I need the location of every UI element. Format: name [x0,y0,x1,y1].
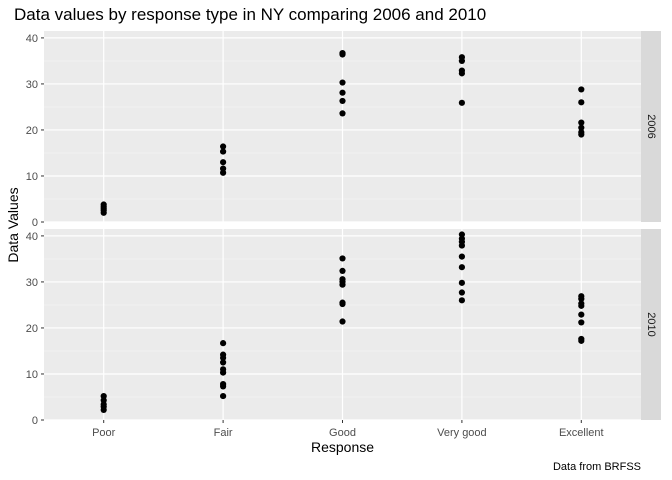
data-point-2010-very-good [458,231,465,238]
data-point-2010-very-good [458,279,465,286]
data-point-2010-good [339,276,346,283]
data-point-2010-very-good [458,297,465,304]
x-tick-label-good: Good [329,427,356,439]
data-point-2010-excellent [578,300,585,307]
y-tick-label: 40 [26,231,38,243]
y-tick-label: 0 [32,217,38,229]
data-point-2010-good [339,318,346,325]
data-point-2010-excellent [578,293,585,300]
data-point-2010-poor [100,392,107,400]
y-tick-label: 20 [26,323,38,335]
data-point-2010-very-good [458,289,465,296]
data-point-2006-good [339,89,346,96]
panels: 0 10 20 30 40 2006 0 10 20 30 40 2010 Poor Fair Good Ve… [26,31,661,439]
data-point-2010-fair [220,366,227,373]
facet-strip-label-2010: 2010 [645,312,657,336]
y-tick-label: 20 [26,125,38,137]
facet-strip-label-2006: 2006 [645,114,657,138]
facet-strip-2010 [641,229,661,420]
data-point-2006-excellent [578,129,585,136]
x-tick-label-poor: Poor [92,427,116,439]
y-tick-label: 10 [26,369,38,381]
data-point-2006-good [339,97,346,105]
y-tick-label: 30 [26,79,38,91]
data-point-2006-fair [220,148,227,155]
data-point-2010-fair [220,381,227,388]
facet-strip-2006 [641,31,661,222]
data-point-2006-poor [100,201,107,208]
data-point-2006-very-good [458,54,465,61]
data-point-2010-very-good [458,253,465,260]
y-axis-title: Data Values [5,187,21,262]
x-tick-label-very-good: Very good [437,427,487,439]
data-point-2010-excellent [578,335,585,343]
data-point-2010-fair [220,340,227,347]
data-point-2010-very-good [458,264,465,271]
data-point-2010-fair [220,351,227,358]
data-point-2010-fair [220,359,227,366]
data-point-2006-excellent [578,124,585,131]
data-point-2006-excellent [578,99,585,106]
data-point-2006-good [339,110,346,117]
y-tick-label: 0 [32,415,38,427]
data-point-2010-excellent [578,311,585,318]
data-point-2006-good [339,79,346,86]
data-point-2010-excellent [578,319,585,326]
data-point-2006-fair [220,159,227,166]
x-tick-label-excellent: Excellent [559,427,604,439]
data-point-2010-fair [220,392,227,400]
chart-caption: Data from BRFSS [553,461,641,473]
x-axis-title: Response [311,439,374,455]
y-tick-label: 40 [26,33,38,45]
x-tick-label-fair: Fair [214,427,233,439]
data-point-2006-fair [220,143,227,150]
data-point-2006-excellent [578,119,585,126]
data-point-2006-excellent [578,86,585,93]
data-point-2006-very-good [458,67,465,74]
data-point-2006-good [339,49,346,57]
data-point-2006-very-good [458,99,465,106]
data-point-2010-good [339,255,346,262]
data-point-2010-good [339,299,346,306]
data-point-2006-fair [220,165,227,172]
y-tick-label: 30 [26,277,38,289]
chart-title: Data values by response type in NY compa… [14,5,486,24]
data-point-2010-good [339,267,346,274]
y-tick-label: 10 [26,171,38,183]
